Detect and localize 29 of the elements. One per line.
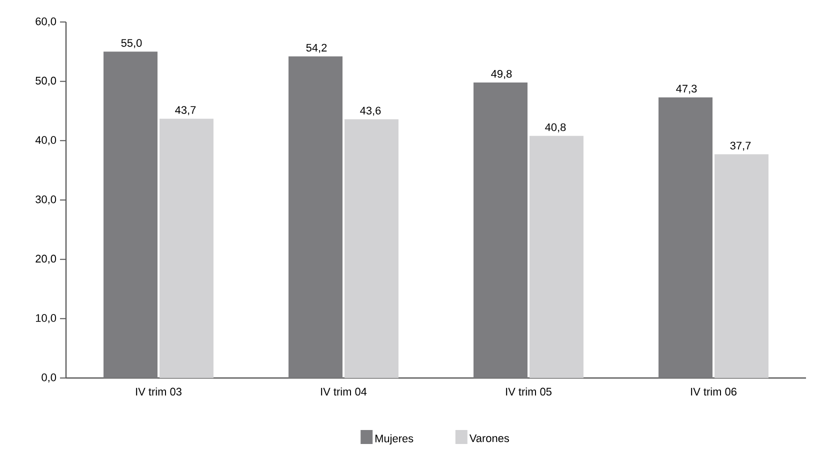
data-label: 47,3 <box>676 84 697 94</box>
data-label: 55,0 <box>121 39 142 48</box>
x-tick-label: IV trim 04 <box>321 388 367 396</box>
y-tick-label: 30,0 <box>36 195 56 205</box>
data-label: 40,8 <box>545 123 566 132</box>
bar <box>474 82 528 378</box>
data-label: 43,6 <box>360 106 381 116</box>
legend-label: Varones <box>469 434 510 442</box>
legend-label: Mujeres <box>376 434 414 445</box>
data-label: 43,7 <box>175 106 196 116</box>
bar <box>530 136 584 378</box>
y-tick-label: 40,0 <box>35 136 56 146</box>
y-tick-label: 10,0 <box>36 314 56 324</box>
y-tick-label: 60,0 <box>36 17 56 27</box>
data-label: 49,8 <box>491 70 512 79</box>
bar <box>658 97 713 378</box>
bar <box>160 118 214 378</box>
data-label: 54,2 <box>306 44 327 53</box>
data-label: 37,7 <box>730 142 751 151</box>
bar <box>714 154 769 378</box>
x-tick-label: IV trim 06 <box>691 388 736 396</box>
bar <box>344 119 399 378</box>
bar <box>288 56 343 378</box>
bar <box>104 52 158 378</box>
x-tick-label: IV trim 05 <box>506 388 552 396</box>
x-tick-label: IV trim 03 <box>136 388 182 396</box>
y-tick-label: 20,0 <box>36 254 56 264</box>
y-tick-label: 0,0 <box>42 373 56 383</box>
y-tick-label: 50,0 <box>36 76 56 86</box>
